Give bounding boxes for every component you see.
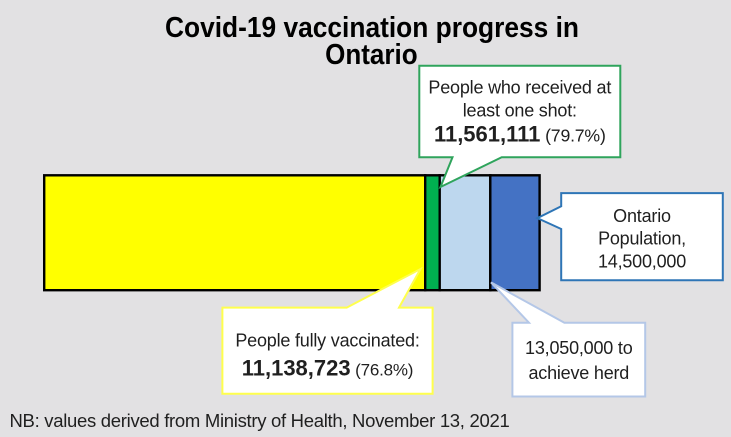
svg-text:Population,: Population, [598, 229, 686, 249]
svg-text:Ontario: Ontario [613, 206, 671, 226]
svg-text:11,138,723 (76.8%): 11,138,723 (76.8%) [242, 355, 414, 380]
svg-text:14,500,000: 14,500,000 [598, 251, 686, 271]
svg-text:Ontario: Ontario [325, 39, 418, 71]
svg-text:11,561,111 (79.7%): 11,561,111 (79.7%) [434, 122, 606, 147]
svg-text:NB: values derived from Minist: NB: values derived from Ministry of Heal… [10, 410, 510, 431]
svg-text:13,050,000 to: 13,050,000 to [525, 338, 633, 358]
svg-text:Covid-19 vaccination progress: Covid-19 vaccination progress in [165, 12, 579, 44]
svg-text:least one shot:: least one shot: [463, 101, 577, 121]
svg-text:People fully vaccinated:: People fully vaccinated: [235, 331, 419, 351]
svg-text:People who received at: People who received at [428, 78, 611, 98]
svg-text:achieve herd: achieve herd [528, 363, 629, 383]
